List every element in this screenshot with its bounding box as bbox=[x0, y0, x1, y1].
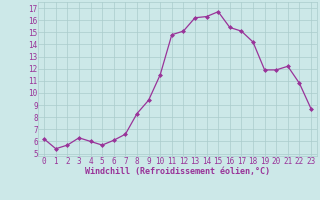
X-axis label: Windchill (Refroidissement éolien,°C): Windchill (Refroidissement éolien,°C) bbox=[85, 167, 270, 176]
